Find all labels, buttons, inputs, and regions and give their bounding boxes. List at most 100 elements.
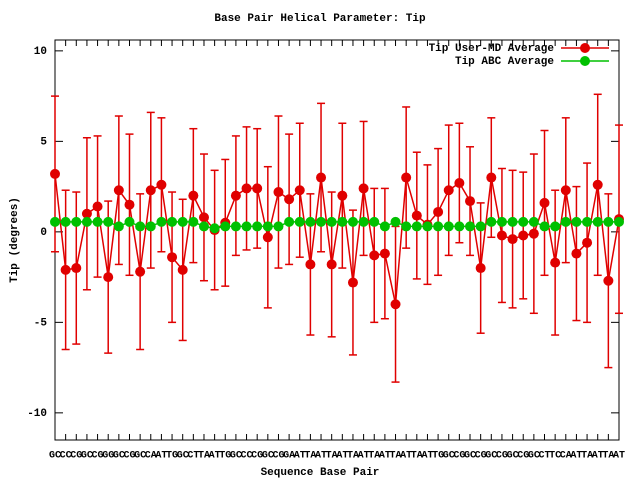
point: [358, 183, 369, 194]
point: [518, 230, 529, 241]
point: [571, 248, 582, 259]
point: [614, 216, 624, 227]
x-tick-label: TA: [347, 451, 359, 462]
x-tick-label: GA: [283, 451, 295, 462]
point: [369, 250, 380, 261]
point: [347, 216, 358, 227]
point: [539, 221, 550, 232]
point: [592, 216, 603, 227]
x-tick-label: AT: [379, 451, 391, 462]
x-tick-label: GC: [49, 451, 61, 462]
y-tick-label: 10: [34, 46, 47, 58]
point: [475, 221, 486, 232]
point: [316, 216, 327, 227]
x-tick-label: TC: [549, 451, 561, 462]
point: [560, 216, 571, 227]
point: [60, 216, 71, 227]
point: [145, 185, 156, 196]
x-tick-label: TA: [198, 451, 210, 462]
x-tick-label: GC: [485, 451, 497, 462]
legend-marker: [580, 56, 590, 66]
point: [167, 216, 178, 227]
point: [198, 221, 209, 232]
x-tick-label: TG: [432, 451, 444, 462]
legend-marker: [580, 43, 590, 53]
point: [262, 232, 273, 243]
point: [50, 216, 60, 227]
x-tick-label: GC: [81, 451, 93, 462]
point: [443, 221, 454, 232]
point: [433, 221, 444, 232]
point: [135, 221, 146, 232]
point: [156, 179, 167, 190]
x-tick-label: GC: [528, 451, 540, 462]
point: [337, 190, 348, 201]
point: [135, 266, 146, 277]
point: [496, 230, 507, 241]
point: [273, 187, 284, 198]
x-tick-label: TA: [304, 451, 316, 462]
x-tick-label: CG: [475, 451, 487, 462]
point: [528, 228, 539, 239]
x-tick-label: TA: [411, 451, 423, 462]
x-tick-label: CG: [272, 451, 284, 462]
point: [603, 216, 614, 227]
x-tick-label: TA: [581, 451, 593, 462]
point: [592, 179, 603, 190]
point: [390, 299, 401, 310]
point: [326, 216, 337, 227]
point: [230, 190, 241, 201]
point: [188, 216, 199, 227]
point: [486, 172, 497, 183]
x-tick-label: GC: [262, 451, 274, 462]
point: [358, 216, 369, 227]
x-tick-label: CG: [70, 451, 82, 462]
point: [113, 185, 124, 196]
x-tick-label: AT: [209, 451, 221, 462]
x-axis-label: Sequence Base Pair: [261, 467, 380, 479]
point: [124, 216, 135, 227]
y-tick-label: -10: [27, 408, 47, 420]
x-tick-label: GC: [134, 451, 146, 462]
point: [571, 216, 582, 227]
point: [528, 216, 539, 227]
point: [252, 183, 263, 194]
x-tick-label: TA: [390, 451, 402, 462]
point: [92, 201, 103, 212]
point: [284, 216, 295, 227]
legend-label: Tip ABC Average: [455, 56, 554, 68]
point: [294, 216, 305, 227]
point: [241, 221, 252, 232]
point: [486, 216, 497, 227]
x-tick-label: AT: [155, 451, 167, 462]
point: [198, 212, 209, 223]
point: [177, 216, 188, 227]
point: [539, 197, 550, 208]
point: [177, 264, 188, 275]
x-tick-label: AT: [421, 451, 433, 462]
point: [550, 221, 561, 232]
point: [465, 221, 476, 232]
x-tick-label: CG: [123, 451, 135, 462]
point: [81, 208, 92, 219]
x-tick-label: CC: [60, 451, 72, 462]
point: [252, 221, 263, 232]
point: [284, 194, 295, 205]
point: [347, 277, 358, 288]
point: [209, 223, 220, 234]
point: [316, 172, 327, 183]
point: [507, 234, 518, 245]
point: [422, 221, 433, 232]
point: [305, 216, 316, 227]
point: [550, 257, 561, 268]
point: [390, 216, 401, 227]
point: [582, 216, 593, 227]
point: [379, 248, 390, 259]
point: [220, 221, 231, 232]
point: [103, 272, 114, 283]
x-tick-label: CC: [241, 451, 253, 462]
x-tick-label: CA: [560, 451, 572, 462]
point: [124, 199, 135, 210]
point: [71, 216, 82, 227]
point: [433, 206, 444, 217]
